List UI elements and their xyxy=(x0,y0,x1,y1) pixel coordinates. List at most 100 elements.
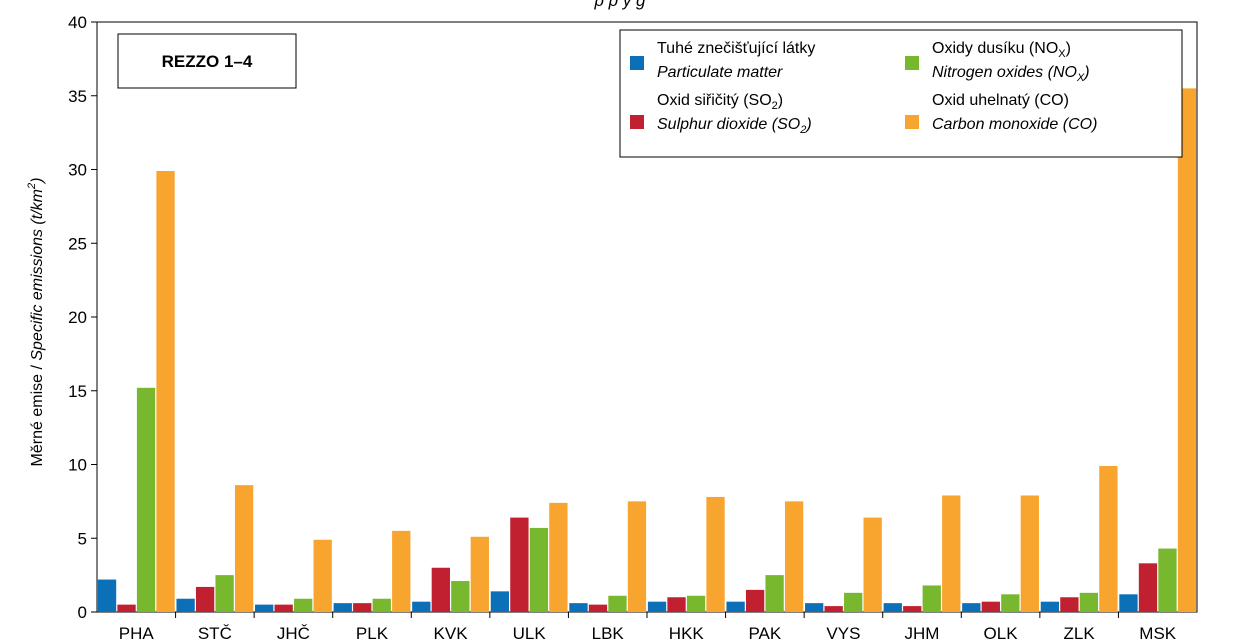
x-tick-label: STČ xyxy=(198,624,232,643)
bar xyxy=(647,601,667,612)
bar xyxy=(136,387,156,612)
rezzo-box: REZZO 1–4 xyxy=(117,33,297,89)
y-tick-label: 15 xyxy=(68,382,87,401)
legend-entry-cz: Oxid uhelnatý (CO) xyxy=(932,92,1069,109)
legend: Tuhé znečišťující látky Particulate matte… xyxy=(619,29,1183,158)
bar xyxy=(274,604,293,612)
x-tick-label: JHM xyxy=(905,624,940,643)
bar xyxy=(313,539,332,612)
bar xyxy=(805,603,824,612)
x-tick-label: PHA xyxy=(119,624,155,643)
bar xyxy=(765,575,784,612)
bar xyxy=(863,517,882,612)
x-tick-label: PLK xyxy=(356,624,389,643)
bar xyxy=(1158,548,1177,612)
bar xyxy=(1119,594,1138,612)
legend-entry-cz: Tuhé znečišťující látky xyxy=(657,40,815,57)
bar xyxy=(215,575,234,612)
bar xyxy=(97,579,117,612)
bar xyxy=(883,603,902,612)
chart-title-partial: p p y g xyxy=(593,0,646,10)
bar xyxy=(156,170,175,612)
bar xyxy=(667,597,686,612)
bar xyxy=(745,589,765,612)
bar xyxy=(922,585,941,612)
bar xyxy=(470,536,489,612)
bar xyxy=(372,598,391,612)
x-tick-label: JHČ xyxy=(277,624,310,643)
legend-entry-en: Particulate matter xyxy=(657,64,783,81)
bar xyxy=(333,603,352,612)
bar xyxy=(824,606,843,612)
x-tick-label: ULK xyxy=(513,624,547,643)
bar xyxy=(529,527,549,612)
bar xyxy=(981,601,1000,612)
bar xyxy=(569,603,588,612)
y-tick-label: 20 xyxy=(68,308,87,327)
bar xyxy=(176,598,195,612)
rezzo-frame xyxy=(117,33,297,89)
rezzo-label: REZZO 1–4 xyxy=(162,52,253,71)
bar xyxy=(844,592,863,612)
x-tick-label: VYS xyxy=(826,624,860,643)
x-tick-label: ZLK xyxy=(1064,624,1096,643)
bar xyxy=(255,604,274,612)
y-tick-label: 5 xyxy=(78,529,87,548)
bar xyxy=(706,496,725,612)
bar xyxy=(962,603,981,612)
y-axis-label: Měrné emise / Specific emissions (t/km2) xyxy=(26,178,46,467)
bar xyxy=(588,604,608,612)
y-tick-label: 25 xyxy=(68,234,87,253)
bar xyxy=(117,604,136,612)
bar xyxy=(686,595,706,612)
x-tick-label: OLK xyxy=(984,624,1019,643)
bar xyxy=(1001,594,1020,612)
legend-swatch xyxy=(630,115,644,129)
bar xyxy=(627,501,647,612)
bar xyxy=(510,517,529,612)
bar xyxy=(942,495,961,612)
y-axis: 0 5 10 15 20 25 30 35 40 xyxy=(68,13,97,622)
bar xyxy=(1060,597,1079,612)
bar xyxy=(451,581,470,612)
y-tick-label: 0 xyxy=(78,603,87,622)
bar xyxy=(490,591,510,612)
bar xyxy=(726,601,745,612)
y-tick-label: 10 xyxy=(68,456,87,475)
y-tick-label: 40 xyxy=(68,13,87,32)
bar xyxy=(431,567,450,612)
x-tick-label: KVK xyxy=(434,624,469,643)
bar xyxy=(1079,592,1099,612)
legend-entry-en: Carbon monoxide (CO) xyxy=(932,116,1097,133)
bar xyxy=(234,485,254,612)
x-axis: PHA STČ JHČ PLK KVK ULK LBK HKK PAK VYS JHM OLK ZLK M… xyxy=(119,612,1177,643)
legend-swatch xyxy=(630,56,644,70)
bar xyxy=(1177,88,1197,612)
bar xyxy=(784,501,804,612)
legend-entry-cz: Oxid siřičitý (SO2) xyxy=(657,92,783,112)
bar xyxy=(353,603,372,612)
legend-box xyxy=(619,29,1183,158)
bar xyxy=(1020,495,1039,612)
x-tick-label: MSK xyxy=(1139,624,1177,643)
legend-entry-en: Nitrogen oxides (NOX) xyxy=(932,64,1090,84)
y-tick-label: 35 xyxy=(68,87,87,106)
legend-entry-en: Sulphur dioxide (SO2) xyxy=(657,116,812,136)
legend-entry-cz: Oxidy dusíku (NOX) xyxy=(932,40,1071,60)
legend-swatch xyxy=(905,115,919,129)
bar xyxy=(608,595,627,612)
bar xyxy=(195,586,215,612)
bars xyxy=(97,88,1197,612)
x-tick-label: LBK xyxy=(592,624,625,643)
x-tick-label: PAK xyxy=(748,624,781,643)
bar xyxy=(903,606,922,612)
bar xyxy=(549,502,568,612)
legend-swatch xyxy=(905,56,919,70)
bar xyxy=(1138,563,1158,612)
bar xyxy=(1040,601,1060,612)
bar xyxy=(392,530,411,612)
y-tick-label: 30 xyxy=(68,161,87,180)
bar xyxy=(1099,465,1118,612)
bar xyxy=(294,598,313,612)
